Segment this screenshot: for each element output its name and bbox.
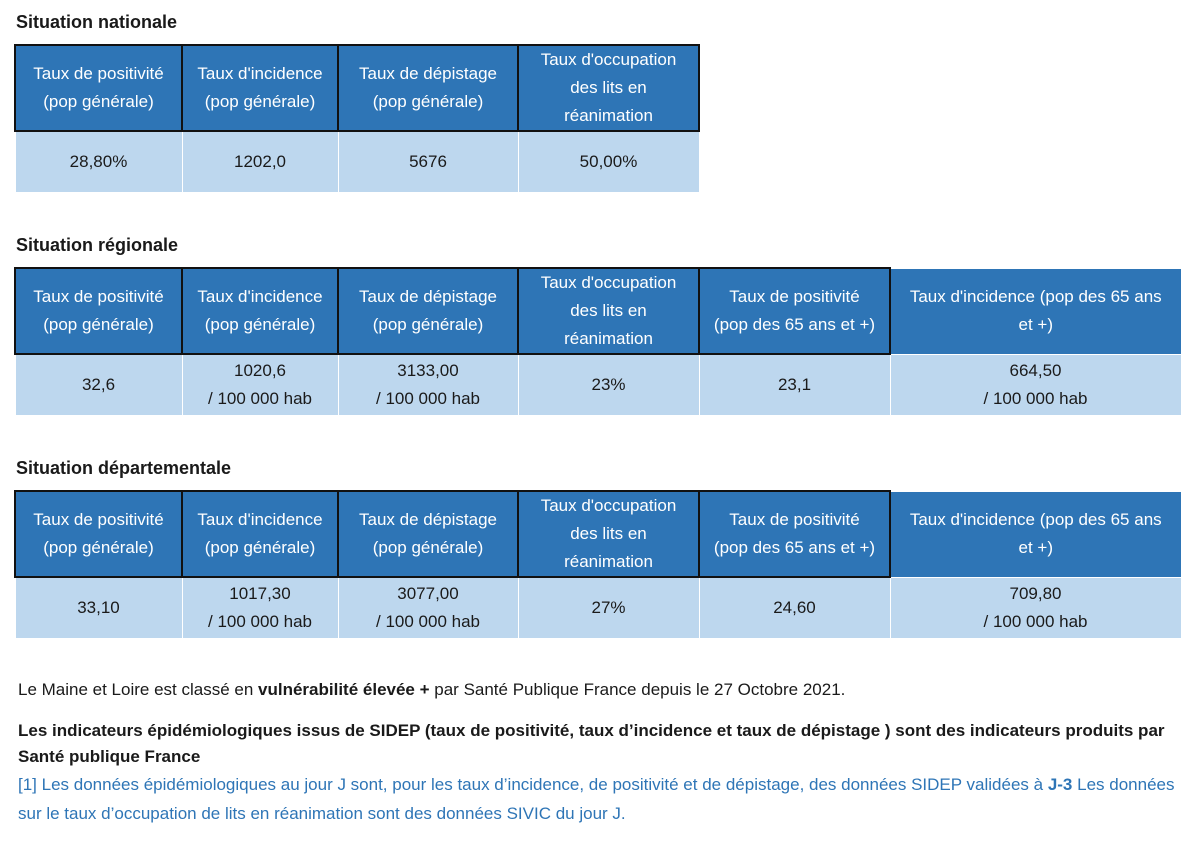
indicators-note: Les indicateurs épidémiologiques issus d… (18, 721, 1165, 766)
header-icu-occupancy: Taux d'occupation des lits en réanimation (517, 267, 700, 355)
header-icu-occupancy: Taux d'occupation des lits en réanimation (517, 490, 700, 578)
value-incidence: 1017,30/ 100 000 hab (181, 576, 339, 639)
value-positivity: 28,80% (14, 130, 183, 193)
header-screening: Taux de dépistage (pop générale) (337, 490, 519, 578)
header-incidence: Taux d'incidence (pop générale) (181, 267, 339, 355)
header-screening: Taux de dépistage (pop générale) (337, 44, 519, 132)
value-screening: 3133,00/ 100 000 hab (337, 353, 519, 416)
footnote-1: [1] Les données épidémiologiques au jour… (18, 775, 1048, 794)
header-incidence-65plus: Taux d'incidence (pop des 65 ans et +) (889, 490, 1182, 578)
regional-table: Taux de positivité (pop générale) Taux d'… (14, 267, 1182, 416)
value-positivity: 32,6 (14, 353, 183, 416)
national-title: Situation nationale (16, 12, 178, 32)
departmental-table: Taux de positivité (pop générale) Taux d'… (14, 490, 1182, 639)
header-positivity-65plus: Taux de positivité (pop des 65 ans et +) (698, 490, 891, 578)
header-positivity: Taux de positivité (pop générale) (14, 44, 183, 132)
value-positivity-65plus: 23,1 (698, 353, 891, 416)
value-icu-occupancy: 50,00% (517, 130, 700, 193)
value-incidence-65plus: 709,80/ 100 000 hab (889, 576, 1182, 639)
header-screening: Taux de dépistage (pop générale) (337, 267, 519, 355)
data-source-notes: [1] Les données épidémiologiques au jour… (18, 770, 1178, 828)
value-positivity-65plus: 24,60 (698, 576, 891, 639)
vulnerability-status: Le Maine et Loire est classé en vulnérab… (18, 680, 846, 699)
vulnerability-level: vulnérabilité élevée + (258, 680, 430, 699)
header-icu-occupancy: Taux d'occupation des lits en réanimation (517, 44, 700, 132)
regional-title: Situation régionale (16, 235, 179, 255)
header-incidence: Taux d'incidence (pop générale) (181, 490, 339, 578)
footnote-sivic: Les données sur le taux d’occupation de … (18, 775, 1175, 823)
value-screening: 3077,00/ 100 000 hab (337, 576, 519, 639)
footnote-j3: J-3 (1047, 775, 1073, 794)
regional-header-row: Taux de positivité (pop générale) Taux d'… (14, 267, 1182, 355)
value-incidence-65plus: 664,50/ 100 000 hab (889, 353, 1182, 416)
national-table: Taux de positivité (pop générale) Taux d'… (14, 44, 700, 193)
header-incidence: Taux d'incidence (pop générale) (181, 44, 339, 132)
value-icu-occupancy: 23% (517, 353, 700, 416)
value-incidence: 1202,0 (181, 130, 339, 193)
departmental-title: Situation départementale (16, 458, 232, 478)
national-values-row: 28,80% 1202,0 5676 50,00% (14, 130, 700, 193)
regional-values-row: 32,6 1020,6/ 100 000 hab 3133,00/ 100 00… (14, 353, 1182, 416)
national-header-row: Taux de positivité (pop générale) Taux d'… (14, 44, 700, 132)
value-screening: 5676 (337, 130, 519, 193)
header-positivity: Taux de positivité (pop générale) (14, 490, 183, 578)
header-incidence-65plus: Taux d'incidence (pop des 65 ans et +) (889, 267, 1182, 355)
value-icu-occupancy: 27% (517, 576, 700, 639)
value-incidence: 1020,6/ 100 000 hab (181, 353, 339, 416)
header-positivity: Taux de positivité (pop générale) (14, 267, 183, 355)
value-positivity: 33,10 (14, 576, 183, 639)
header-positivity-65plus: Taux de positivité (pop des 65 ans et +) (698, 267, 891, 355)
departmental-header-row: Taux de positivité (pop générale) Taux d'… (14, 490, 1182, 578)
departmental-values-row: 33,10 1017,30/ 100 000 hab 3077,00/ 100 … (14, 576, 1182, 639)
